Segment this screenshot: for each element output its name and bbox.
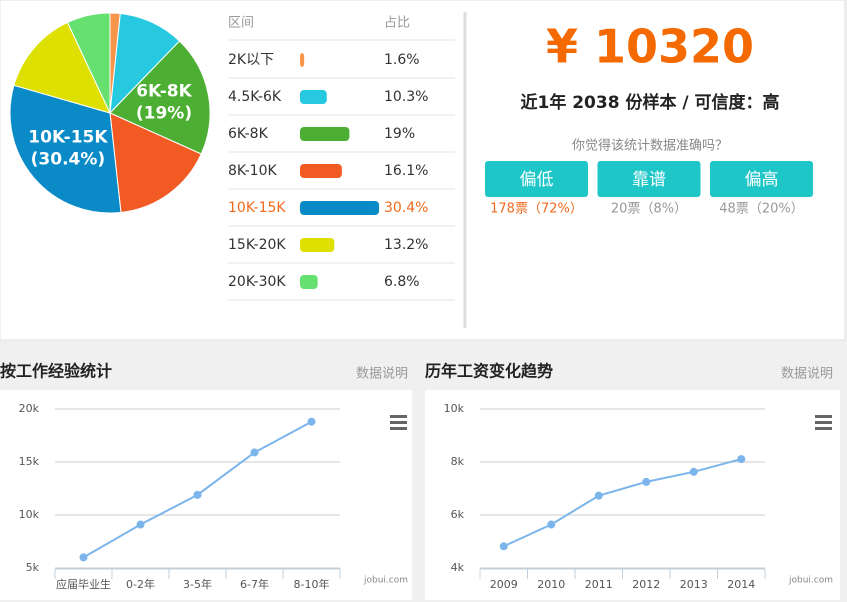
- menu-icon-bar[interactable]: [815, 421, 832, 424]
- slice-category: 10K-15K: [28, 127, 108, 147]
- salary-summary: 近1年 2038 份样本 / 可信度：高: [520, 92, 779, 113]
- section-title: 历年工资变化趋势: [425, 362, 553, 381]
- question: 你觉得该统计数据准确吗？: [572, 138, 728, 154]
- share-label: 19%: [384, 126, 415, 142]
- data-point: [79, 553, 88, 562]
- menu-icon-bar[interactable]: [390, 415, 407, 418]
- y-tick-label: 8k: [451, 455, 465, 468]
- x-tick-label: 2012: [632, 578, 660, 591]
- share-label: 16.1%: [384, 163, 428, 179]
- column-header: 区间: [228, 16, 254, 31]
- share-bar: [300, 238, 335, 252]
- share-label: 30.4%: [384, 200, 428, 216]
- x-tick-label: 3-5年: [183, 577, 212, 591]
- salary-amount: ¥ 10320: [546, 20, 754, 74]
- range-label: 15K-20K: [228, 237, 286, 253]
- vote-button[interactable]: [597, 161, 701, 197]
- credit: jobui.com: [363, 576, 408, 586]
- y-tick-label: 5k: [26, 561, 40, 574]
- range-label: 4.5K-6K: [228, 89, 282, 105]
- x-tick-label: 0-2年: [126, 577, 155, 591]
- x-tick-label: 8-10年: [294, 577, 330, 591]
- data-note-link[interactable]: 数据说明: [356, 367, 408, 382]
- range-label: 6K-8K: [228, 126, 269, 142]
- vote-label: 偏高: [745, 170, 779, 190]
- pie-slice: [66, 12, 111, 114]
- data-point: [547, 520, 556, 529]
- y-tick-label: 10k: [444, 402, 465, 415]
- share-label: 13.2%: [384, 237, 428, 253]
- slice-category: 6K-8K: [136, 82, 192, 102]
- column-header: 占比: [384, 16, 410, 31]
- slice-label: (30.4%): [31, 149, 106, 169]
- vote-count: 178票（72%）: [490, 202, 583, 217]
- menu-icon-bar[interactable]: [390, 427, 407, 430]
- pie-slice: [109, 112, 202, 213]
- chart-panel: [425, 390, 840, 600]
- share-label: 6.8%: [384, 274, 420, 290]
- x-tick-label: 6-7年: [240, 577, 269, 591]
- y-tick-label: 10k: [19, 508, 40, 521]
- x-tick-label: 2013: [680, 578, 708, 591]
- share-bar: [300, 53, 305, 67]
- trend-line: [503, 458, 742, 548]
- menu-icon-bar[interactable]: [815, 415, 832, 418]
- data-point: [250, 448, 259, 457]
- vote-label: 靠谱: [632, 170, 666, 190]
- pie-slice: [109, 40, 211, 155]
- range-label: 8K-10K: [228, 163, 277, 179]
- y-tick-label: 4k: [451, 561, 465, 574]
- credit: jobui.com: [788, 576, 833, 586]
- vote-button[interactable]: [485, 161, 588, 197]
- share-bar: [300, 275, 318, 289]
- x-tick-label: 2010: [537, 578, 565, 591]
- range-label: 10K-15K: [228, 200, 286, 216]
- menu-icon-bar[interactable]: [390, 421, 407, 424]
- pie-slice: [9, 84, 122, 214]
- data-point: [136, 520, 145, 529]
- vote-label: 偏低: [520, 170, 554, 190]
- data-point: [594, 491, 603, 500]
- chart-panel: [0, 390, 412, 600]
- data-point: [737, 455, 746, 464]
- range-label: 20K-30K: [228, 274, 286, 290]
- vote-button[interactable]: [710, 161, 813, 197]
- range-label: 2K以下: [228, 52, 274, 68]
- x-tick-label: 2014: [727, 578, 755, 591]
- x-tick-label: 应届毕业生: [56, 577, 111, 591]
- data-point: [307, 417, 316, 426]
- y-tick-label: 15k: [19, 455, 40, 468]
- slice-label: (19%): [136, 104, 192, 124]
- x-tick-label: 2011: [585, 578, 613, 591]
- data-point: [642, 477, 651, 486]
- vote-count: 48票（20%）: [719, 202, 803, 217]
- share-bar: [300, 164, 342, 178]
- y-tick-label: 6k: [451, 508, 465, 521]
- pie-slice: [13, 21, 111, 114]
- data-note-link[interactable]: 数据说明: [781, 367, 833, 382]
- y-tick-label: 20k: [19, 402, 40, 415]
- share-label: 1.6%: [384, 52, 420, 68]
- data-point: [499, 542, 508, 551]
- vote-count: 20票（8%）: [611, 202, 687, 217]
- share-label: 10.3%: [384, 89, 428, 105]
- data-point: [689, 467, 698, 476]
- share-bar: [300, 127, 350, 141]
- section-title: 按工作经验统计: [0, 362, 112, 381]
- data-point: [193, 490, 202, 499]
- menu-icon-bar[interactable]: [815, 427, 832, 430]
- share-bar: [300, 201, 380, 215]
- x-tick-label: 2009: [490, 578, 518, 591]
- share-bar: [300, 90, 327, 104]
